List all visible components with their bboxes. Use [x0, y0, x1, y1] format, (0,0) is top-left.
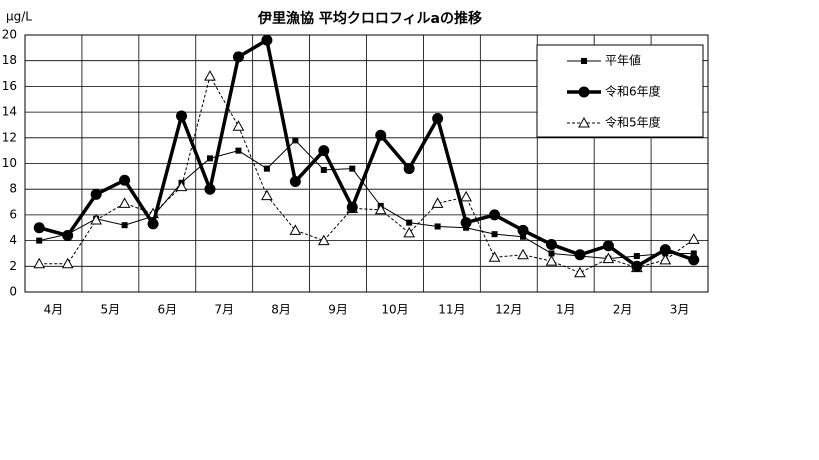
data-point — [631, 260, 643, 272]
x-tick-label: 6月 — [157, 303, 177, 317]
data-point — [633, 253, 640, 260]
data-point — [574, 266, 586, 278]
x-tick-label: 4月 — [44, 303, 64, 317]
y-tick-label: 20 — [2, 28, 17, 42]
data-point — [349, 165, 356, 172]
data-point — [118, 197, 131, 208]
data-point — [289, 175, 301, 187]
data-point — [33, 222, 45, 234]
legend-marker — [581, 58, 587, 64]
legend-marker — [578, 86, 590, 98]
data-point — [90, 214, 102, 225]
data-point — [548, 250, 555, 257]
data-point — [235, 147, 242, 154]
data-point — [61, 257, 74, 269]
x-tick-label: 11月 — [438, 303, 465, 317]
data-point — [90, 188, 102, 200]
legend-label: 令和5年度 — [605, 115, 661, 130]
data-point — [175, 180, 188, 192]
x-tick-label: 5月 — [101, 303, 121, 317]
data-point — [687, 233, 700, 244]
data-point — [403, 226, 416, 238]
data-point — [206, 155, 213, 162]
data-point — [602, 240, 614, 252]
x-tick-label: 9月 — [328, 303, 348, 317]
data-point — [491, 231, 498, 238]
data-point — [690, 250, 697, 257]
x-tick-label: 3月 — [670, 303, 690, 317]
series-line — [39, 74, 695, 274]
x-tick-label: 2月 — [613, 303, 633, 317]
data-point — [545, 255, 558, 266]
x-tick-label: 7月 — [214, 303, 234, 317]
y-axis-label: μg/L — [6, 10, 32, 24]
data-point — [317, 234, 330, 246]
data-point — [119, 174, 131, 186]
data-point — [204, 183, 216, 195]
data-point — [602, 252, 615, 264]
data-point — [431, 197, 444, 208]
data-point — [204, 70, 216, 81]
data-point — [659, 253, 672, 265]
legend-box — [536, 44, 704, 138]
data-point — [517, 224, 529, 236]
data-point — [688, 254, 700, 266]
y-tick-label: 16 — [2, 79, 17, 93]
y-tick-label: 8 — [9, 182, 17, 196]
data-point — [176, 110, 188, 122]
data-point — [232, 120, 245, 131]
chart-title: 伊里漁協 平均クロロフィルaの推移 — [257, 10, 482, 27]
data-point — [147, 218, 159, 230]
data-point — [261, 189, 273, 201]
data-point — [432, 113, 444, 125]
plot-border — [24, 34, 709, 293]
y-tick-label: 2 — [9, 259, 17, 273]
data-point — [292, 137, 299, 144]
data-point — [488, 251, 501, 262]
data-point — [517, 248, 529, 260]
x-tick-label: 8月 — [271, 303, 291, 317]
data-point — [318, 145, 330, 157]
data-point — [374, 203, 387, 215]
data-point — [62, 229, 74, 241]
data-point — [289, 224, 302, 235]
data-point — [406, 219, 413, 226]
data-point — [263, 165, 270, 172]
data-point — [375, 129, 387, 141]
y-tick-label: 12 — [2, 130, 17, 144]
y-tick-label: 6 — [9, 207, 17, 221]
data-point — [36, 237, 43, 244]
data-point — [434, 223, 441, 230]
legend-label: 令和6年度 — [605, 84, 661, 99]
y-tick-label: 4 — [9, 233, 17, 247]
data-point — [33, 257, 46, 269]
data-point — [460, 217, 472, 229]
data-point — [489, 209, 501, 221]
legend-marker — [578, 116, 590, 128]
data-point — [232, 51, 244, 63]
data-point — [346, 201, 358, 213]
data-point — [460, 190, 472, 202]
data-point — [545, 238, 557, 250]
data-point — [320, 166, 327, 173]
data-point — [403, 163, 415, 175]
y-tick-label: 14 — [2, 105, 17, 119]
y-tick-label: 18 — [2, 53, 17, 67]
legend-label: 平年値 — [605, 53, 641, 68]
x-tick-label: 12月 — [495, 303, 522, 317]
y-tick-label: 10 — [2, 156, 17, 170]
y-tick-label: 0 — [9, 285, 17, 299]
x-tick-label: 1月 — [556, 303, 576, 317]
data-point — [520, 233, 527, 240]
data-point — [574, 249, 586, 261]
data-point — [121, 222, 128, 229]
data-point — [659, 244, 671, 256]
data-point — [261, 34, 273, 46]
x-tick-label: 10月 — [381, 303, 408, 317]
